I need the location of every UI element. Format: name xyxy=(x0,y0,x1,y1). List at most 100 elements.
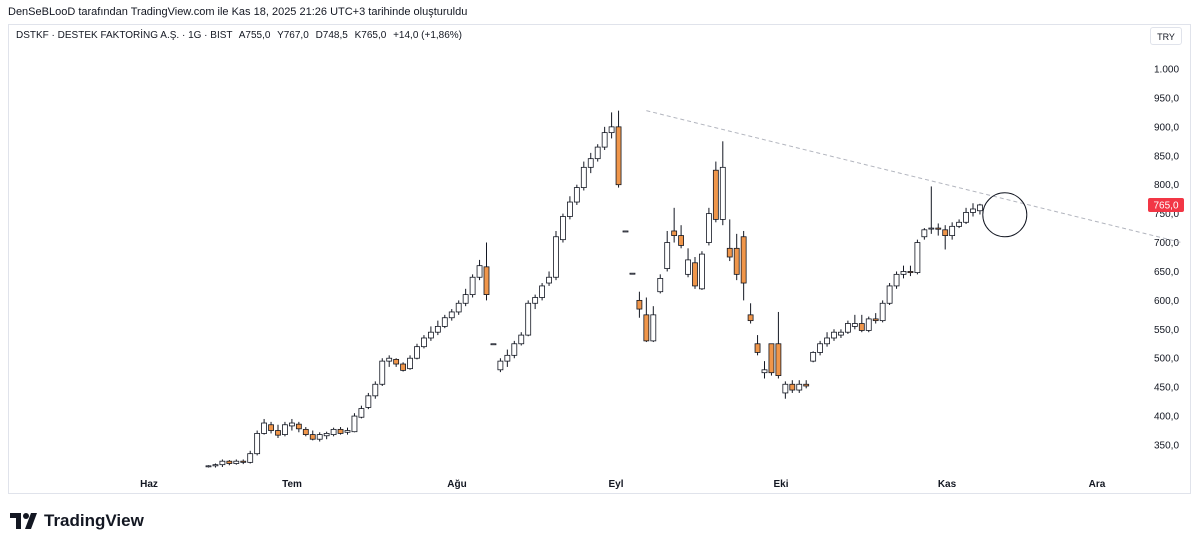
candle-up xyxy=(928,227,935,230)
candle-up xyxy=(546,276,552,284)
candle-up xyxy=(282,424,288,435)
candle-up xyxy=(386,357,393,362)
candle-down xyxy=(740,236,747,284)
candle-down xyxy=(240,460,247,463)
y-tick-label: 800,0 xyxy=(1154,180,1179,191)
candle-down xyxy=(768,343,775,374)
candle-up xyxy=(719,166,726,220)
chart-frame xyxy=(8,24,1191,494)
candle-up xyxy=(851,323,858,327)
candle-down xyxy=(483,266,490,295)
candle-up xyxy=(594,146,601,160)
symbol-name[interactable]: DSTKF · DESTEK FAKTORİNG A.Ş. · 1G · BIS… xyxy=(16,30,233,41)
y-tick-label: 850,0 xyxy=(1154,151,1179,162)
candle-up xyxy=(580,166,587,188)
open-value: A755,0 xyxy=(238,30,271,41)
candle-up xyxy=(379,360,386,385)
candle-up xyxy=(351,415,358,433)
candle-up xyxy=(365,395,372,408)
candle-down xyxy=(935,227,942,230)
candle-down xyxy=(615,126,622,186)
candle-up xyxy=(462,294,469,304)
candle-up xyxy=(601,132,608,148)
candle-down xyxy=(692,262,698,287)
trendline xyxy=(646,110,1182,244)
candle-up xyxy=(608,126,615,134)
candle-up xyxy=(650,314,657,342)
candle-up xyxy=(553,236,559,278)
currency-button[interactable]: TRY xyxy=(1150,27,1182,45)
candle-up xyxy=(685,259,691,275)
candle-up xyxy=(316,434,323,440)
candle-down xyxy=(393,358,400,365)
y-tick-label: 700,0 xyxy=(1154,238,1179,249)
candle-up xyxy=(970,208,976,213)
y-tick-label: 900,0 xyxy=(1154,122,1179,133)
candle-up xyxy=(810,352,817,362)
candle-up xyxy=(434,326,441,333)
candle-up xyxy=(761,369,768,374)
candle-up xyxy=(525,302,532,336)
candle-down xyxy=(268,424,274,431)
candle-down xyxy=(671,230,678,236)
candle-up xyxy=(865,318,872,331)
x-tick-label: Tem xyxy=(282,479,302,490)
candle-up xyxy=(476,265,483,278)
candle-up xyxy=(205,465,212,468)
candle-down xyxy=(789,383,796,391)
high-value: Y767,0 xyxy=(277,30,309,41)
candle-down xyxy=(275,430,281,436)
candle-up xyxy=(817,343,823,353)
y-tick-label: 750,0 xyxy=(1154,209,1179,220)
x-tick-label: Ağu xyxy=(447,479,466,490)
change-value: +14,0 (+1,86%) xyxy=(393,30,463,41)
candle-up xyxy=(796,383,803,391)
y-tick-label: 350,0 xyxy=(1154,441,1179,452)
candle-down xyxy=(858,323,865,331)
candle-up xyxy=(949,225,956,236)
candle-up xyxy=(831,331,837,339)
candle-down xyxy=(643,314,650,342)
candle-up xyxy=(233,460,240,464)
y-tick-label: 950,0 xyxy=(1154,93,1179,104)
candle-up xyxy=(886,285,893,304)
candle-down xyxy=(747,314,754,322)
candle-up xyxy=(560,216,566,241)
candle-down xyxy=(803,383,810,387)
candle-up xyxy=(914,242,921,274)
candle-up xyxy=(448,311,455,319)
last-price-badge xyxy=(1148,197,1184,212)
candle-up xyxy=(782,383,789,394)
candle-down xyxy=(295,423,302,430)
candle-down xyxy=(872,318,879,322)
candle-up xyxy=(824,337,830,345)
candle-up xyxy=(219,460,226,466)
brand-name: TradingView xyxy=(44,511,144,530)
candle-up xyxy=(567,201,573,217)
candle-up xyxy=(977,204,983,212)
candle-up xyxy=(421,337,427,348)
candle-up xyxy=(699,253,705,290)
candle-down xyxy=(302,428,309,435)
candle-up xyxy=(323,433,330,437)
candle-up xyxy=(706,213,712,243)
y-tick-label: 550,0 xyxy=(1154,325,1179,336)
candle-up xyxy=(344,430,351,433)
candle-up xyxy=(573,187,580,203)
candle-up xyxy=(414,346,420,359)
candle-up xyxy=(212,464,219,467)
candle-up xyxy=(893,273,900,287)
candle-down xyxy=(754,343,761,353)
candle-down xyxy=(226,460,233,464)
candle-up xyxy=(490,343,497,346)
candle-up xyxy=(441,317,448,327)
last-price-label: 765,0 xyxy=(1153,200,1178,211)
candle-up xyxy=(539,285,545,298)
candle-down xyxy=(733,247,740,275)
candle-down xyxy=(775,343,782,376)
x-tick-label: Eki xyxy=(773,479,788,490)
candle-up xyxy=(247,453,254,463)
candle-up xyxy=(261,422,268,434)
candle-up xyxy=(921,229,928,238)
